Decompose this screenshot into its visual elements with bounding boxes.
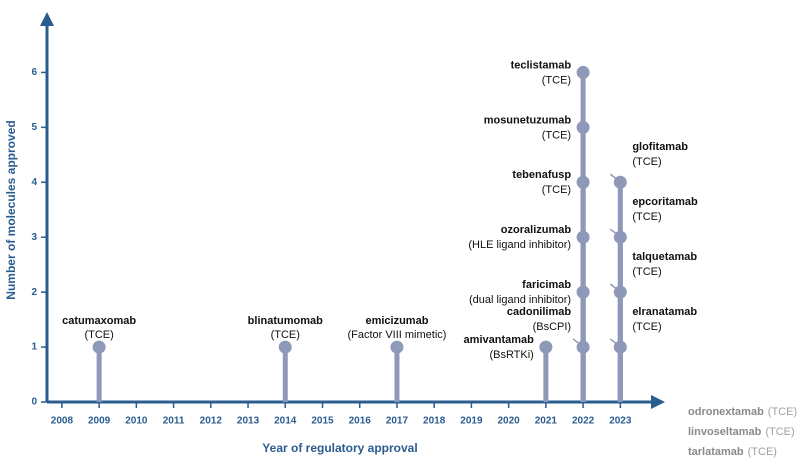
y-tick-label: 0 bbox=[31, 397, 37, 408]
point-detail: (TCE) bbox=[542, 184, 571, 196]
point-detail: (TCE) bbox=[84, 329, 113, 341]
point-name: mosunetuzumab bbox=[484, 114, 572, 126]
leader-line bbox=[609, 338, 619, 346]
x-tick-label: 2008 bbox=[51, 416, 74, 427]
x-tick-label: 2017 bbox=[386, 416, 409, 427]
point-detail: (TCE) bbox=[632, 211, 661, 223]
pending-name: linvoseltamab bbox=[688, 426, 762, 438]
marker bbox=[278, 340, 292, 354]
x-tick-label: 2011 bbox=[163, 416, 185, 427]
pending-item: linvoseltamab (TCE) bbox=[688, 426, 795, 438]
pending-name: tarlatamab bbox=[688, 446, 744, 458]
point-detail: (dual ligand inhibitor) bbox=[469, 294, 571, 306]
leader-line bbox=[572, 338, 582, 346]
point-detail: (TCE) bbox=[632, 321, 661, 333]
marker bbox=[576, 285, 590, 299]
x-tick-label: 2016 bbox=[349, 416, 372, 427]
point-name: emicizumab bbox=[365, 315, 428, 327]
point-name: talquetamab bbox=[632, 251, 697, 263]
point-detail: (TCE) bbox=[542, 129, 571, 141]
y-axis-arrow bbox=[40, 12, 54, 26]
pending-detail: (TCE) bbox=[748, 446, 777, 458]
leader-line bbox=[609, 173, 619, 181]
point-name: blinatumomab bbox=[248, 315, 323, 327]
y-tick-label: 4 bbox=[31, 177, 37, 188]
point-detail: (TCE) bbox=[271, 329, 300, 341]
x-tick-label: 2009 bbox=[88, 416, 111, 427]
point-name: teclistamab bbox=[511, 59, 572, 71]
point-name: tebenafusp bbox=[512, 169, 571, 181]
y-tick-label: 6 bbox=[31, 67, 37, 78]
point-name: glofitamab bbox=[632, 141, 688, 153]
point-name: epcoritamab bbox=[632, 196, 698, 208]
point-name: amivantamab bbox=[464, 334, 535, 346]
marker bbox=[576, 175, 590, 189]
point-detail: (HLE ligand inhibitor) bbox=[468, 239, 571, 251]
pending-item: odronextamab (TCE) bbox=[688, 406, 797, 418]
point-detail: (BsRTKi) bbox=[489, 349, 533, 361]
pending-detail: (TCE) bbox=[768, 406, 797, 418]
x-tick-label: 2010 bbox=[125, 416, 148, 427]
point-detail: (Factor VIII mimetic) bbox=[347, 329, 446, 341]
x-tick-label: 2018 bbox=[423, 416, 446, 427]
y-tick-label: 1 bbox=[31, 342, 37, 353]
x-tick-label: 2015 bbox=[311, 416, 334, 427]
point-detail: (TCE) bbox=[632, 156, 661, 168]
x-tick-label: 2020 bbox=[498, 416, 521, 427]
y-tick-label: 5 bbox=[31, 122, 37, 133]
x-tick-label: 2023 bbox=[609, 416, 632, 427]
marker bbox=[390, 340, 404, 354]
pending-name: odronextamab bbox=[688, 406, 764, 418]
point-name: elranatamab bbox=[632, 306, 697, 318]
point-detail: (TCE) bbox=[542, 74, 571, 86]
pending-item: tarlatamab (TCE) bbox=[688, 446, 777, 458]
x-tick-label: 2013 bbox=[237, 416, 260, 427]
x-axis-title: Year of regulatory approval bbox=[262, 441, 417, 455]
marker bbox=[576, 120, 590, 134]
marker bbox=[576, 65, 590, 79]
marker bbox=[576, 230, 590, 244]
x-axis-arrow bbox=[651, 395, 665, 409]
y-axis-title: Number of molecules approved bbox=[4, 120, 18, 299]
leader-line bbox=[609, 228, 619, 236]
point-name: catumaxomab bbox=[62, 315, 136, 327]
x-tick-label: 2019 bbox=[460, 416, 483, 427]
x-tick-label: 2014 bbox=[274, 416, 297, 427]
point-detail: (BsCPI) bbox=[533, 321, 572, 333]
marker bbox=[92, 340, 106, 354]
y-tick-label: 2 bbox=[31, 287, 37, 298]
y-tick-label: 3 bbox=[31, 232, 37, 243]
point-name: faricimab bbox=[522, 279, 571, 291]
pending-detail: (TCE) bbox=[765, 426, 794, 438]
point-name: cadonilimab bbox=[507, 306, 571, 318]
leader-line bbox=[609, 283, 619, 291]
point-name: ozoralizumab bbox=[501, 224, 572, 236]
x-tick-label: 2021 bbox=[535, 416, 558, 427]
marker bbox=[539, 340, 553, 354]
x-tick-label: 2022 bbox=[572, 416, 595, 427]
x-tick-label: 2012 bbox=[200, 416, 223, 427]
point-detail: (TCE) bbox=[632, 266, 661, 278]
